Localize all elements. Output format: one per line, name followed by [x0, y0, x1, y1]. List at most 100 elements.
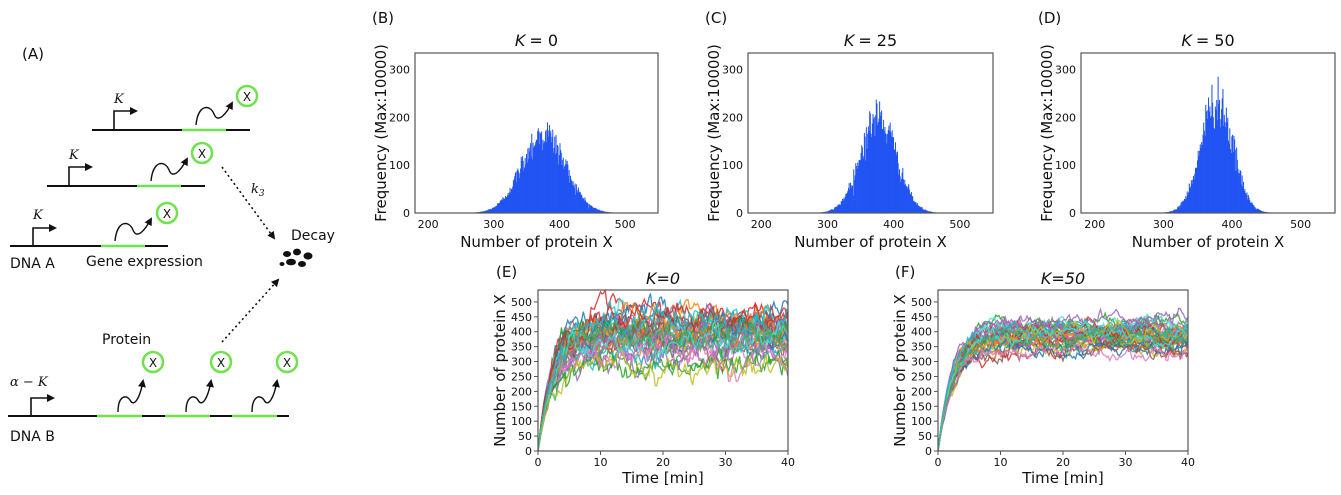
- histogram-bars: [470, 122, 617, 213]
- histogram-bar: [847, 187, 849, 213]
- histogram-bar: [504, 198, 506, 213]
- histogram-bar: [836, 206, 838, 213]
- histogram-bar: [927, 211, 929, 213]
- histogram-bar: [482, 211, 484, 213]
- histogram-bar: [844, 196, 846, 213]
- histogram-bar: [1204, 135, 1206, 213]
- y-tick-label: 200: [511, 385, 532, 398]
- histogram-bar: [553, 148, 555, 213]
- histogram-bar: [1256, 208, 1258, 213]
- histogram-bar: [834, 206, 836, 213]
- histogram-bar: [600, 210, 602, 213]
- histogram-bar: [917, 205, 919, 213]
- histogram-bar: [852, 195, 854, 213]
- histogram-bar: [865, 127, 867, 213]
- histogram-bar: [1197, 160, 1199, 213]
- histogram-bar: [575, 194, 577, 213]
- panel-label-d: (D): [1038, 9, 1061, 27]
- histogram-bar: [1243, 191, 1245, 213]
- y-tick-label: 300: [511, 356, 532, 369]
- histogram-bar: [541, 131, 543, 213]
- mrna-squiggle-icon: [185, 379, 214, 413]
- histogram-bar: [480, 211, 482, 213]
- histogram-bar: [1253, 205, 1255, 213]
- histogram-bar: [1192, 175, 1194, 213]
- y-tick-label: 250: [911, 370, 932, 383]
- histogram-bar: [1222, 89, 1224, 213]
- trajectory-line: [938, 319, 1188, 451]
- histogram-bar: [840, 204, 842, 213]
- histogram-bar: [1233, 135, 1235, 213]
- histogram-bar: [864, 136, 866, 213]
- x-tick-label: 10: [594, 456, 608, 469]
- histogram-bar: [532, 142, 534, 213]
- histogram-bar: [1217, 76, 1219, 213]
- histogram-bar: [1229, 149, 1232, 213]
- histogram-bar: [1196, 167, 1198, 213]
- histogram-bar: [527, 148, 529, 213]
- histogram-bar: [590, 205, 592, 213]
- x-tick-label: 500: [1290, 218, 1311, 231]
- histogram-bar: [844, 199, 846, 213]
- histogram-bar: [855, 165, 857, 213]
- x-tick-label: 40: [781, 456, 795, 469]
- y-axis-label: Frequency (Max:10000): [1038, 44, 1056, 222]
- y-tick-label: 200: [911, 385, 932, 398]
- histogram-bar: [493, 207, 495, 213]
- histogram-bar: [490, 209, 492, 213]
- histogram-bar: [1250, 202, 1252, 213]
- histogram-bar: [591, 206, 593, 213]
- histogram-bar: [910, 193, 912, 213]
- histogram-chart-d: K = 50 200 300 400 500 0 100 200 300 Number of pro…: [1038, 31, 1336, 251]
- histogram-bar: [1177, 206, 1179, 213]
- histogram-bar: [568, 170, 570, 213]
- histogram-bar: [497, 203, 499, 213]
- histogram-bar: [1251, 202, 1253, 213]
- histogram-bar: [905, 186, 907, 213]
- histogram-bar: [537, 131, 539, 213]
- histogram-bar: [1183, 198, 1186, 213]
- histogram-bar: [900, 181, 902, 213]
- rate-k3-label: k3: [251, 182, 265, 199]
- histogram-bar: [561, 164, 563, 213]
- histogram-bar: [922, 209, 924, 213]
- histogram-bar: [896, 151, 898, 213]
- histogram-bar: [895, 155, 897, 213]
- histogram-bar: [552, 152, 554, 213]
- x-tick-label: 10: [994, 456, 1008, 469]
- histogram-bar: [834, 207, 836, 213]
- histogram-bar: [548, 125, 550, 213]
- histogram-bar: [504, 196, 506, 213]
- histogram-bar: [882, 129, 884, 213]
- chart-title: K=0: [646, 269, 680, 288]
- histogram-bar: [1188, 183, 1190, 213]
- panel-label-a: (A): [22, 45, 44, 63]
- histogram-bar: [867, 133, 869, 213]
- histogram-bar: [522, 160, 524, 213]
- histogram-bar: [912, 201, 914, 213]
- histogram-bar: [877, 122, 879, 213]
- panel-label-e: (E): [496, 263, 517, 281]
- histogram-bar: [868, 131, 870, 213]
- histogram-bar: [832, 209, 834, 213]
- trajectory-line: [538, 319, 788, 451]
- histogram-bar: [535, 139, 537, 213]
- histogram-bar: [843, 197, 845, 213]
- decay-fragments-icon: [279, 248, 313, 267]
- histogram-bar: [859, 160, 861, 213]
- y-tick-label: 450: [911, 311, 932, 324]
- histogram-bar: [580, 194, 582, 213]
- promoter-arrow-icon: [30, 394, 55, 416]
- histogram-bar: [592, 206, 594, 213]
- histogram-bar: [891, 136, 893, 213]
- histogram-bar: [1186, 191, 1188, 213]
- histogram-bar: [875, 99, 877, 213]
- y-axis-label: Number of protein X: [491, 294, 509, 447]
- histogram-bar: [1212, 102, 1214, 213]
- histogram-bar: [867, 126, 869, 213]
- histogram-bar: [1247, 195, 1249, 213]
- y-tick-label: 100: [511, 415, 532, 428]
- decay-group: k3 Decay: [221, 166, 335, 343]
- protein-x-icon: [190, 141, 214, 165]
- x-tick-label: 20: [1056, 456, 1070, 469]
